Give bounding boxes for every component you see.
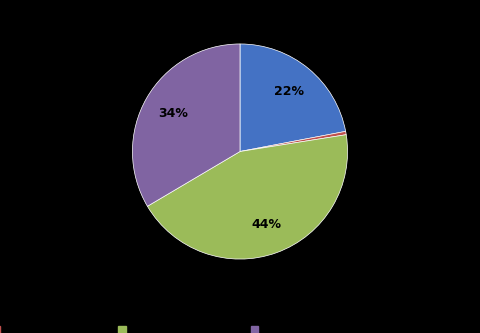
Text: 22%: 22%: [275, 85, 304, 98]
Legend: Wages & Salaries, Employee Benefits, Operating Expenses, Debt Service: Wages & Salaries, Employee Benefits, Ope…: [0, 321, 327, 333]
Text: 44%: 44%: [251, 218, 281, 231]
Wedge shape: [147, 135, 348, 259]
Wedge shape: [132, 44, 240, 206]
Wedge shape: [240, 131, 346, 152]
Wedge shape: [240, 44, 346, 152]
Text: 34%: 34%: [158, 107, 188, 120]
